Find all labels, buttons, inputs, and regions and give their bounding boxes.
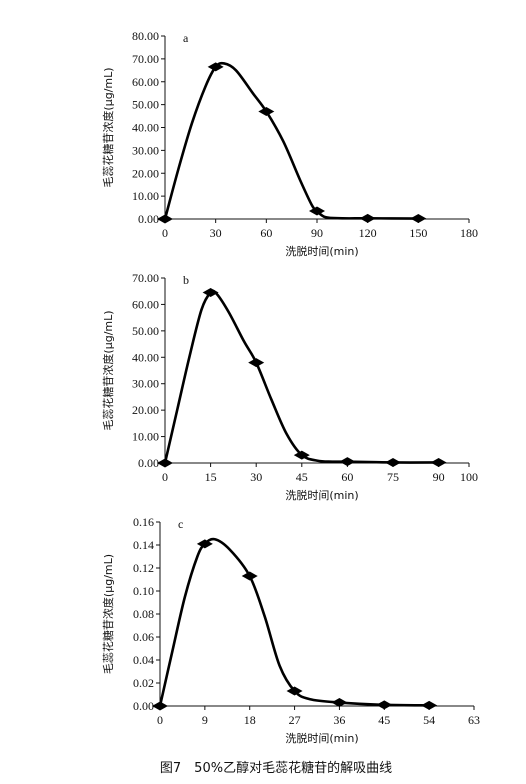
x-tick-label: 75 (387, 470, 399, 484)
x-tick-label: 15 (205, 470, 217, 484)
y-tick-label: 0.14 (133, 538, 154, 552)
y-tick-label: 50.00 (132, 98, 159, 112)
data-point-marker (258, 107, 274, 116)
x-tick-label: 63 (468, 713, 480, 727)
y-tick-label: 50.00 (132, 324, 159, 338)
y-tick-label: 0.00 (138, 456, 159, 470)
y-tick-label: 20.00 (132, 403, 159, 417)
series-line (165, 63, 418, 219)
y-tick-label: 0.00 (138, 212, 159, 226)
panel-label: c (178, 517, 183, 531)
chart-panel-c: 0.00 0.02 0.04 0.06 0.08 0.10 0.12 0.14 0.16 0 9 18… (101, 515, 480, 745)
chart-panel-b: 0.00 10.00 20.00 30.00 40.00 50.00 60.00 70.00 0… (101, 271, 478, 502)
chart-panel-a: 0.00 10.00 20.00 30.00 40.00 50.00 60.00 70.00 8… (101, 29, 478, 258)
y-tick-label: 10.00 (132, 189, 159, 203)
series-line (160, 539, 429, 706)
x-tick-label: 60 (260, 226, 272, 240)
x-tick-label: 180 (460, 226, 478, 240)
y-tick-label: 0.00 (133, 699, 154, 713)
y-tick-label: 20.00 (132, 166, 159, 180)
data-point-marker (309, 206, 325, 215)
panel-label: b (183, 273, 189, 287)
data-point-marker (360, 214, 376, 223)
y-tick-label: 0.04 (133, 653, 154, 667)
x-axis-title: 洗脱时间(min) (285, 244, 358, 258)
x-tick-label: 120 (359, 226, 377, 240)
data-point-marker (248, 358, 264, 367)
y-tick-label: 40.00 (132, 121, 159, 135)
y-tick-label: 70.00 (132, 271, 159, 285)
data-point-marker (157, 215, 173, 224)
x-tick-label: 45 (378, 713, 390, 727)
y-axis-title: 毛蕊花糖苷浓度(μg/mL) (101, 554, 115, 674)
data-point-marker (287, 687, 303, 696)
x-tick-label: 18 (244, 713, 256, 727)
y-tick-label: 30.00 (132, 143, 159, 157)
y-tick-label: 40.00 (132, 350, 159, 364)
y-axis-title: 毛蕊花糖苷浓度(μg/mL) (101, 310, 115, 430)
y-tick-label: 60.00 (132, 75, 159, 89)
x-axis-title: 洗脱时间(min) (285, 488, 358, 502)
data-point-marker (421, 701, 437, 710)
x-tick-label: 0 (162, 470, 168, 484)
y-tick-label: 0.10 (133, 584, 154, 598)
y-tick-label: 60.00 (132, 297, 159, 311)
y-axis-title: 毛蕊花糖苷浓度(μg/mL) (101, 67, 115, 187)
figure-caption: 图7 50%乙醇对毛蕊花糖苷的解吸曲线 (160, 760, 392, 776)
data-point-marker (152, 702, 168, 711)
series-line (165, 291, 439, 463)
data-point-marker (339, 457, 355, 466)
y-tick-label: 0.06 (133, 630, 154, 644)
x-tick-label: 36 (333, 713, 345, 727)
data-point-marker (410, 214, 426, 223)
x-axis-title: 洗脱时间(min) (285, 731, 358, 745)
x-tick-label: 90 (311, 226, 323, 240)
y-tick-label: 0.16 (133, 515, 154, 529)
x-tick-label: 0 (162, 226, 168, 240)
y-tick-label: 10.00 (132, 430, 159, 444)
panel-label: a (183, 31, 189, 45)
data-point-marker (203, 288, 219, 297)
data-point-marker (431, 458, 447, 467)
data-point-marker (385, 458, 401, 467)
x-tick-label: 60 (341, 470, 353, 484)
y-tick-label: 70.00 (132, 52, 159, 66)
x-tick-label: 27 (289, 713, 301, 727)
x-tick-label: 30 (210, 226, 222, 240)
x-tick-label: 45 (296, 470, 308, 484)
y-tick-label: 80.00 (132, 29, 159, 43)
y-tick-label: 30.00 (132, 377, 159, 391)
y-tick-label: 0.08 (133, 607, 154, 621)
data-point-marker (242, 572, 258, 581)
x-tick-label: 0 (157, 713, 163, 727)
y-tick-label: 0.02 (133, 676, 154, 690)
data-point-marker (157, 459, 173, 468)
x-tick-label: 9 (202, 713, 208, 727)
x-tick-label: 100 (460, 470, 478, 484)
x-tick-label: 54 (423, 713, 435, 727)
data-point-marker (376, 700, 392, 709)
x-tick-label: 150 (409, 226, 427, 240)
y-tick-label: 0.12 (133, 561, 154, 575)
x-tick-label: 30 (250, 470, 262, 484)
x-tick-label: 90 (433, 470, 445, 484)
